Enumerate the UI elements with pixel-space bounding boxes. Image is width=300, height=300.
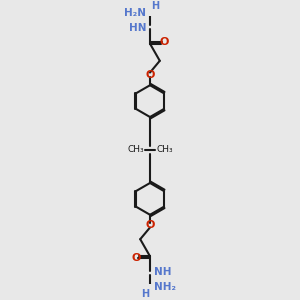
Text: H: H	[141, 289, 149, 299]
Text: CH₃: CH₃	[127, 146, 144, 154]
Text: O: O	[145, 220, 155, 230]
Text: O: O	[131, 253, 141, 262]
Text: CH₃: CH₃	[156, 146, 173, 154]
Text: O: O	[145, 70, 155, 80]
Text: O: O	[159, 38, 169, 47]
Text: H: H	[151, 1, 159, 11]
Text: HN: HN	[129, 23, 146, 33]
Text: H₂N: H₂N	[124, 8, 146, 18]
Text: NH: NH	[154, 267, 171, 277]
Text: NH₂: NH₂	[154, 282, 176, 292]
